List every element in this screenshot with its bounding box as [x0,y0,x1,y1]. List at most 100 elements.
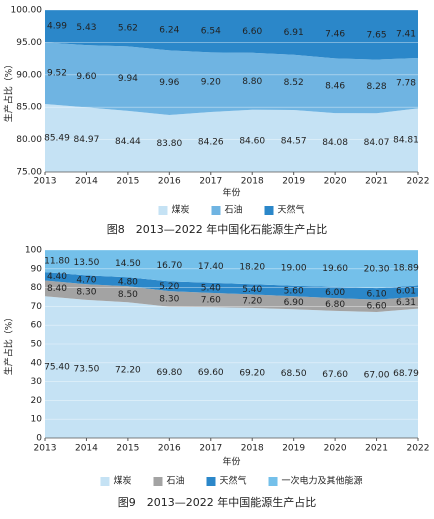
value-label: 6.60 [367,301,387,311]
value-label: 20.30 [364,265,390,275]
y-tick-label: 100 [25,246,42,256]
value-label: 17.40 [198,262,224,272]
legend-swatch [211,206,221,215]
value-label: 67.60 [322,370,348,380]
x-tick-label: 2016 [158,177,181,187]
value-label: 84.44 [115,137,141,147]
x-tick-label: 2013 [34,444,57,454]
value-label: 5.60 [284,286,304,296]
x-tick-label: 2020 [324,444,347,454]
value-label: 18.89 [393,263,419,273]
value-label: 84.26 [198,137,224,147]
value-label: 19.60 [322,264,348,274]
legend-label: 石油 [166,475,184,487]
value-label: 8.40 [47,284,67,294]
areas [45,10,418,172]
x-tick-label: 2019 [282,444,305,454]
value-label: 5.20 [159,282,179,292]
x-tick-label: 2016 [158,444,181,454]
x-tick-label: 2017 [199,177,222,187]
value-label: 5.40 [242,285,262,295]
value-label: 84.81 [393,136,419,146]
value-label: 11.80 [44,257,70,267]
value-label: 85.49 [44,134,70,144]
value-label: 6.90 [284,298,304,308]
y-tick-label: 100.00 [11,6,43,16]
area [45,10,418,60]
value-label: 84.97 [74,135,100,145]
legend-label: 天然气 [278,204,305,216]
value-label: 9.52 [47,69,67,79]
x-axis-title: 年份 [222,456,240,468]
value-label: 6.10 [367,289,387,299]
legend: 煤炭 石油 天然气 [158,204,305,216]
value-label: 9.60 [76,72,96,82]
value-label: 19.00 [281,263,307,273]
value-label: 72.20 [115,366,141,376]
y-tick-label: 40 [31,358,43,368]
caption: 图9 2013—2022 年中国能源生产占比 [118,495,316,509]
value-label: 8.46 [325,81,345,91]
x-axis-title: 年份 [222,187,240,199]
y-tick-label: 95.00 [16,38,42,48]
value-label: 13.50 [74,258,100,268]
area [45,42,418,115]
x-tick-label: 2014 [75,177,98,187]
value-label: 5.43 [76,23,96,33]
value-label: 67.00 [364,371,390,381]
value-label: 18.20 [239,263,265,273]
x-tick-label: 2021 [365,177,388,187]
value-label: 6.00 [325,288,345,298]
value-label: 7.20 [242,297,262,307]
value-label: 8.80 [242,77,262,87]
legend-swatch [153,477,163,486]
value-label: 8.50 [118,290,138,300]
y-tick-label: 80.00 [16,135,42,145]
value-label: 84.60 [239,136,265,146]
legend-swatch [100,477,110,486]
value-label: 69.20 [239,368,265,378]
value-label: 6.80 [325,300,345,310]
x-tick-label: 2014 [75,444,98,454]
y-tick-label: 50 [31,340,43,350]
value-label: 6.54 [201,27,221,37]
x-tick-label: 2018 [241,177,264,187]
legend-swatch [264,206,274,215]
y-axis-title: 生产占比（%） [3,313,15,376]
value-label: 16.70 [156,261,182,271]
y-tick-label: 70 [31,302,43,312]
value-label: 68.79 [393,369,419,379]
value-label: 5.40 [201,283,221,293]
caption: 图8 2013—2022 年中国化石能源生产占比 [107,222,327,236]
value-label: 6.60 [242,27,262,37]
legend-swatch [158,206,168,215]
value-label: 5.62 [118,24,138,34]
value-label: 7.46 [325,30,345,40]
x-tick-label: 2013 [34,177,57,187]
y-tick-label: 90.00 [16,70,42,80]
y-tick-label: 80 [31,283,43,293]
value-label: 9.20 [201,78,221,88]
y-tick-label: 75.00 [16,168,42,178]
x-tick-label: 2018 [241,444,264,454]
x-tick-label: 2019 [282,177,305,187]
value-label: 8.30 [159,294,179,304]
y-tick-label: 90 [31,264,43,274]
legend-label: 天然气 [220,475,247,487]
value-label: 6.01 [396,287,416,297]
value-label: 8.30 [76,288,96,298]
value-label: 4.99 [47,22,67,32]
area [45,296,418,438]
y-tick-label: 0 [36,434,42,444]
value-label: 84.08 [322,138,348,148]
value-label: 7.60 [201,296,221,306]
x-tick-label: 2015 [116,444,139,454]
value-label: 69.60 [198,368,224,378]
area [45,280,418,313]
legend-swatch [268,477,278,486]
x-tick-label: 2021 [365,444,388,454]
value-label: 75.40 [44,363,70,373]
y-tick-label: 10 [31,415,43,425]
value-label: 6.31 [396,298,416,308]
